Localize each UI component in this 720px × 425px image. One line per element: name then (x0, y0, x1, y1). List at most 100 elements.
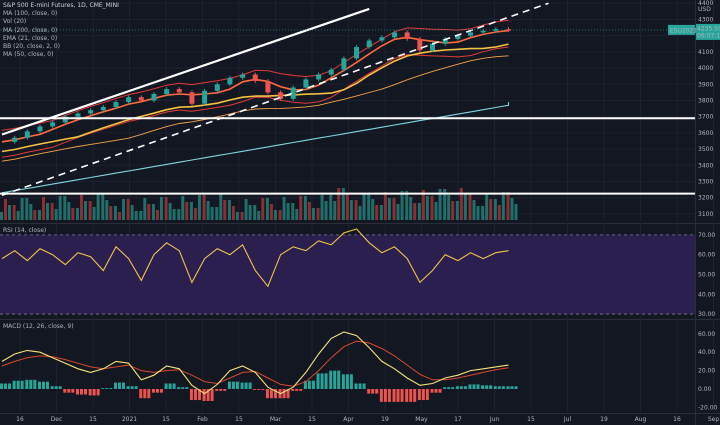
macd-histogram-bar (367, 389, 371, 394)
macd-histogram-bar (291, 389, 295, 391)
macd-histogram-bar (101, 388, 105, 389)
macd-histogram-bar (210, 389, 214, 401)
candle-body (417, 38, 423, 51)
candle-body (506, 29, 511, 31)
volume-bar (316, 208, 320, 220)
volume-bar (130, 205, 134, 220)
macd-histogram-bar (417, 389, 421, 401)
macd-histogram-bar (37, 381, 41, 389)
macd-histogram-bar (379, 389, 383, 402)
volume-bar (172, 209, 176, 220)
macd-histogram-bar (126, 386, 130, 389)
volume-bar (181, 196, 185, 220)
volume-bar (329, 195, 333, 220)
volume-bar (430, 196, 434, 220)
volume-bar (367, 193, 371, 220)
volume-bar (139, 211, 143, 220)
legend-item[interactable]: MA (100, close, 0) (3, 10, 58, 18)
volume-bar (434, 202, 438, 220)
macd-tick: -20.00 (698, 404, 718, 411)
rsi-pane-label[interactable]: RSI (14, close) (3, 227, 47, 234)
volume-bar (71, 208, 75, 220)
volume-bar (514, 204, 518, 220)
price-tick: 4100 (698, 49, 713, 56)
price-tick: 3100 (698, 211, 713, 218)
volume-bar (185, 202, 189, 220)
candle-body (50, 122, 56, 127)
candle-body (316, 74, 322, 80)
time-tick: 19 (381, 416, 389, 423)
macd-histogram-bar (151, 389, 155, 393)
macd-histogram-bar (383, 389, 387, 402)
volume-bar (109, 206, 113, 220)
macd-histogram-bar (333, 370, 337, 389)
macd-histogram-bar (329, 370, 333, 389)
time-tick: Jul (563, 416, 572, 423)
volume-bar (164, 197, 168, 220)
macd-histogram-bar (253, 389, 257, 390)
volume-bar (159, 197, 163, 220)
volume-bar (510, 198, 514, 220)
legend-item[interactable]: BB (20, close, 2, 0) (3, 43, 60, 51)
volume-bar (12, 205, 16, 220)
volume-bar (273, 210, 277, 220)
legend-item[interactable]: EMA (21, close, 0) (3, 34, 58, 42)
legend-item[interactable]: MA (200, close, 0) (3, 26, 58, 34)
macd-histogram-bar (45, 381, 49, 389)
macd-histogram-bar (463, 386, 467, 389)
macd-histogram-bar (185, 387, 189, 389)
legend-item[interactable]: MA (50, close, 0) (3, 51, 54, 59)
macd-histogram-bar (75, 389, 79, 395)
time-tick: 19 (600, 416, 608, 423)
volume-bar (168, 203, 172, 220)
volume-bar (291, 203, 295, 220)
volume-bar (215, 207, 219, 220)
volume-bar (286, 203, 290, 220)
macd-line (1, 331, 509, 395)
macd-histogram-bar (130, 386, 134, 389)
macd-histogram-bar (421, 389, 425, 401)
volume-bar (303, 196, 307, 220)
macd-histogram-bar (67, 389, 71, 393)
rsi-tick: 70.00 (698, 232, 715, 239)
macd-histogram-bar (510, 386, 514, 389)
volume-bar (282, 197, 286, 220)
volume-bar (307, 202, 311, 220)
macd-histogram-bar (430, 389, 434, 393)
volume-bar (25, 198, 29, 220)
volume-bar (54, 209, 58, 220)
rsi-tick: 50.00 (698, 271, 715, 278)
volume-bar (210, 207, 214, 220)
volume-bar (506, 192, 510, 220)
macd-histogram-bar (79, 389, 83, 395)
macd-tick: 40.00 (698, 349, 715, 356)
volume-bar (485, 193, 489, 220)
ma50-line (1, 43, 509, 153)
legend-item[interactable]: Vol (20) (3, 18, 27, 26)
volume-bar (409, 197, 413, 220)
macd-histogram-bar (273, 389, 277, 399)
volume-bar (278, 210, 282, 220)
legend-title[interactable]: S&P 500 E-mini Futures, 1D, CME_MINI (3, 2, 119, 9)
candle-body (113, 102, 119, 107)
macd-histogram-bar (514, 386, 518, 389)
macd-histogram-bar (16, 380, 20, 389)
volume-bar (489, 199, 493, 220)
macd-histogram-bar (58, 386, 62, 389)
macd-histogram-bar (476, 384, 480, 389)
macd-histogram-bar (405, 389, 409, 402)
macd-histogram-bar (25, 379, 29, 389)
volume-bar (375, 205, 379, 220)
macd-pane-label[interactable]: MACD (12, 26, close, 9) (3, 323, 74, 330)
volume-bar (265, 198, 269, 220)
volume-bar (269, 204, 273, 220)
time-tick: Mar (270, 416, 282, 423)
volume-bar (96, 194, 100, 220)
volume-bar (463, 194, 467, 220)
volume-bar (121, 199, 125, 220)
macd-tick: 60.00 (698, 331, 715, 338)
candle-body (189, 92, 195, 104)
volume-bar (333, 201, 337, 220)
candle-body (366, 40, 372, 47)
